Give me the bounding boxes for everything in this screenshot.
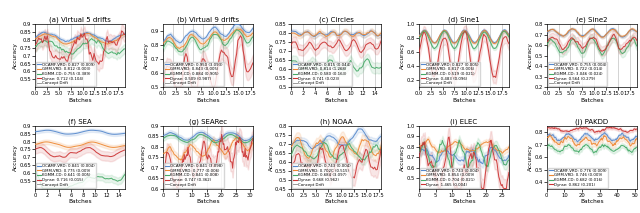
- Legend: OCAMF-VRD: 0.827 (0.005), GMM-VRD: 0.817 (0.006), KGMM-CD: 0.519 (0.021), Dynse:: OCAMF-VRD: 0.827 (0.005), GMM-VRD: 0.817…: [420, 62, 479, 86]
- Y-axis label: Accuracy: Accuracy: [400, 42, 405, 69]
- X-axis label: Batches: Batches: [580, 199, 604, 204]
- Title: (e) Sine2: (e) Sine2: [576, 17, 607, 23]
- Title: (b) Virtual 9 drifts: (b) Virtual 9 drifts: [177, 17, 239, 23]
- Legend: OCAMF-VRD: 0.743 (0.004), GMM-VRD: 0.702C (0.515), KGMM-CD: 0.684 (3.097), Dynse: OCAMF-VRD: 0.743 (0.004), GMM-VRD: 0.702…: [292, 163, 352, 188]
- Title: (j) PAKDD: (j) PAKDD: [575, 118, 609, 125]
- Title: (d) Sine1: (d) Sine1: [448, 17, 480, 23]
- Legend: OCAMF-VRD: 0.815 (0.044), GMM-VRD: 0.814 (1.268), KGMM-CD: 0.580 (0.163), Dynse:: OCAMF-VRD: 0.815 (0.044), GMM-VRD: 0.814…: [292, 62, 352, 86]
- Y-axis label: Accuracy: Accuracy: [13, 144, 18, 171]
- Title: (c) Circles: (c) Circles: [319, 17, 353, 23]
- Title: (i) ELEC: (i) ELEC: [451, 118, 477, 125]
- Legend: OCAMF-VRD: 0.827 (0.009), GMM-VRD: 0.812 (0.003), KGMM-CD: 0.755 (0.389), Dynse:: OCAMF-VRD: 0.827 (0.009), GMM-VRD: 0.812…: [36, 62, 96, 86]
- Legend: OCAMF-VRD: 0.841 (0.004), GMM-VRD: 0.775 (0.009), KGMM-CD: 0.641 (0.005), Dynse:: OCAMF-VRD: 0.841 (0.004), GMM-VRD: 0.775…: [36, 163, 96, 188]
- Y-axis label: Accuracy: Accuracy: [141, 144, 146, 171]
- Legend: OCAMF-VRD: 0.755 (0.004), GMM-VRD: 0.722 (0.014), KGMM-CD: 3.046 (0.024), Dynse:: OCAMF-VRD: 0.755 (0.004), GMM-VRD: 0.722…: [547, 62, 607, 86]
- X-axis label: Batches: Batches: [324, 199, 348, 204]
- X-axis label: Batches: Batches: [452, 199, 476, 204]
- Title: (f) SEA: (f) SEA: [68, 118, 92, 125]
- X-axis label: Batches: Batches: [68, 199, 92, 204]
- Y-axis label: Accuracy: Accuracy: [400, 144, 405, 171]
- Y-axis label: Accuracy: Accuracy: [528, 144, 533, 171]
- X-axis label: Batches: Batches: [580, 98, 604, 103]
- Y-axis label: Accuracy: Accuracy: [144, 42, 149, 69]
- X-axis label: Batches: Batches: [196, 199, 220, 204]
- Title: (a) Virtual 5 drifts: (a) Virtual 5 drifts: [49, 17, 111, 23]
- Legend: OCAMF-VRD: 0.950 (3.093), GMM-VRD: 0.843 (0.005), KGMM-CD: 0.884 (0.905), Dynse:: OCAMF-VRD: 0.950 (3.093), GMM-VRD: 0.843…: [164, 62, 224, 86]
- X-axis label: Batches: Batches: [324, 98, 348, 103]
- X-axis label: Batches: Batches: [196, 98, 220, 103]
- Legend: OCAMF-VRD: 0.776 (0.009), GMM-VRD: 0.746 (0.009), KGMM-CD: 0.682 (0.016), Dynse:: OCAMF-VRD: 0.776 (0.009), GMM-VRD: 0.746…: [547, 168, 607, 188]
- Title: (g) SEARec: (g) SEARec: [189, 118, 227, 125]
- Legend: OCAMF-VRD: 0.743 (0.004), GMM-VRD: 0.854 (0.009), KGMM-CD: 0.704 (0.021), Dynse:: OCAMF-VRD: 0.743 (0.004), GMM-VRD: 0.854…: [420, 168, 480, 188]
- Y-axis label: Accuracy: Accuracy: [269, 144, 274, 171]
- Y-axis label: Accuracy: Accuracy: [13, 42, 18, 69]
- X-axis label: Batches: Batches: [452, 98, 476, 103]
- Legend: OCAMF-VRD: 0.841 (3.098), GMMI-VRD: 0.777 (0.006), KGMM-CD: 0.841 (0.008), Dynse: OCAMF-VRD: 0.841 (3.098), GMMI-VRD: 0.77…: [164, 163, 224, 188]
- Y-axis label: Accuracy: Accuracy: [528, 42, 533, 69]
- X-axis label: Batches: Batches: [68, 98, 92, 103]
- Title: (h) NOAA: (h) NOAA: [320, 118, 352, 125]
- Y-axis label: Accuracy: Accuracy: [269, 42, 274, 69]
